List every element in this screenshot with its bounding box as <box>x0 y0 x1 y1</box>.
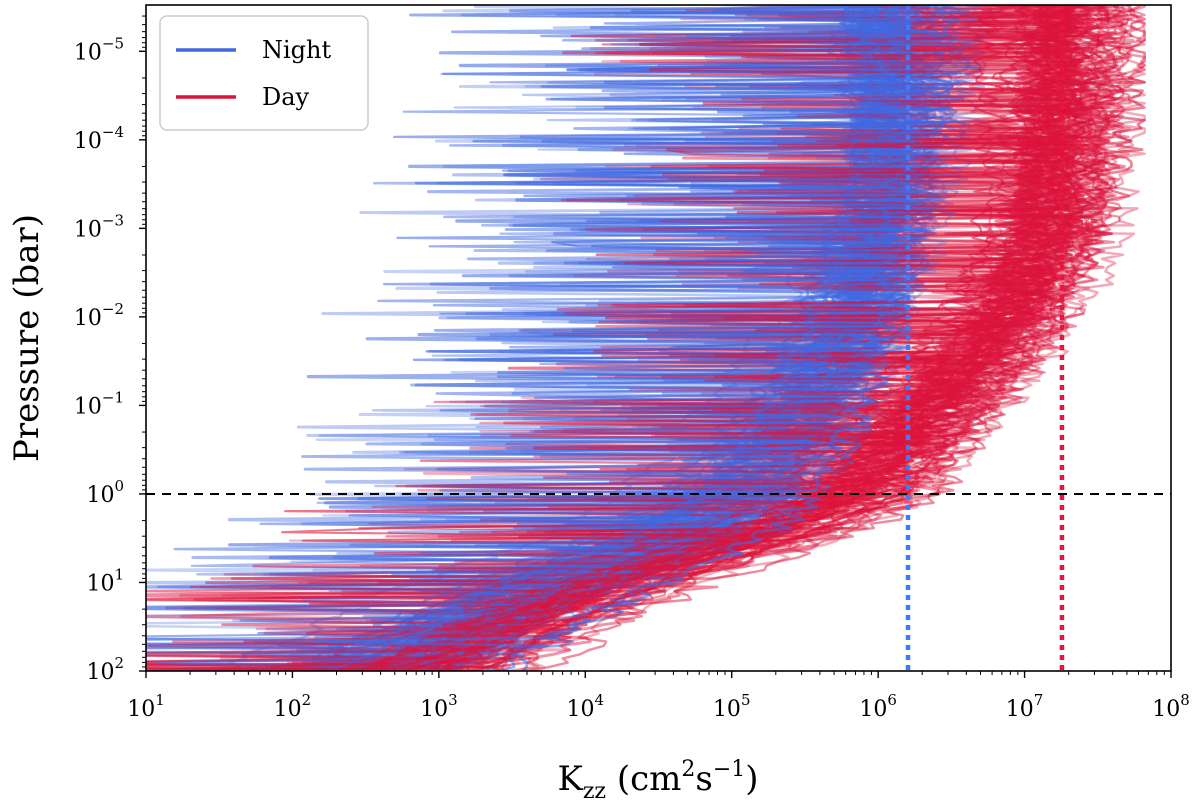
day-profile-line <box>437 5 1132 671</box>
day-profile-line <box>146 5 1056 671</box>
y-axis-title: Pressure (bar) <box>7 214 47 462</box>
x-tick-label: 105 <box>713 691 751 722</box>
y-tick-label: 102 <box>86 654 124 685</box>
reference-lines-layer <box>146 5 1171 671</box>
day-profile-line <box>400 5 1063 671</box>
day-profile-line <box>422 5 1079 671</box>
legend-box <box>159 15 369 131</box>
x-axis-title: Kzz (cm2s−1) <box>557 757 758 804</box>
x-tick-label: 107 <box>1006 691 1044 722</box>
y-tick-label: 10−1 <box>74 388 124 419</box>
day-profile-line <box>255 5 1086 671</box>
y-tick-label: 10−2 <box>74 300 124 331</box>
legend-night-label: Night <box>262 36 331 64</box>
day-profile-line <box>454 5 1069 671</box>
night-profile-line <box>301 5 952 671</box>
day-profile-line <box>309 5 1077 671</box>
ticks-layer: 101 102 103 104 105 106 107 10810−510−410−310−2… <box>74 15 1190 722</box>
day-profile-line <box>290 5 1085 671</box>
y-tick-label: 10−5 <box>74 34 124 65</box>
legend-day-label: Day <box>262 83 310 111</box>
x-tick-label: 102 <box>274 691 312 722</box>
x-tick-label: 104 <box>567 691 605 722</box>
profiles-layer <box>146 5 1146 671</box>
night-profile-line <box>202 5 935 671</box>
x-tick-label: 101 <box>127 691 165 722</box>
day-profile-line <box>410 5 1113 671</box>
night-profile-line <box>320 5 923 671</box>
day-profile-line <box>403 5 1056 671</box>
night-profile-line <box>400 5 927 671</box>
y-tick-label: 101 <box>86 565 124 596</box>
day-profile-line <box>384 5 1077 671</box>
x-tick-label: 103 <box>420 691 458 722</box>
night-profile-line <box>327 5 985 671</box>
night-profile-line <box>372 5 881 671</box>
day-profile-line <box>146 5 1114 671</box>
plot-frame <box>145 4 1172 672</box>
night-profile-line <box>313 5 921 671</box>
y-tick-label: 100 <box>86 477 124 508</box>
legend: Night Day <box>159 15 369 131</box>
day-profile-line <box>270 5 1136 671</box>
y-tick-label: 10−3 <box>74 211 124 242</box>
day-profile-line <box>146 5 1092 671</box>
night-profile-line <box>146 5 872 671</box>
x-tick-label: 108 <box>1152 691 1190 722</box>
day-profile-line <box>373 5 1063 671</box>
day-profile-line <box>291 5 1074 671</box>
x-tick-label: 106 <box>859 691 897 722</box>
day-profile-line <box>146 5 1113 671</box>
y-tick-label: 10−4 <box>74 123 124 154</box>
day-profile-line <box>361 5 1072 671</box>
day-profile-line <box>305 5 1066 671</box>
